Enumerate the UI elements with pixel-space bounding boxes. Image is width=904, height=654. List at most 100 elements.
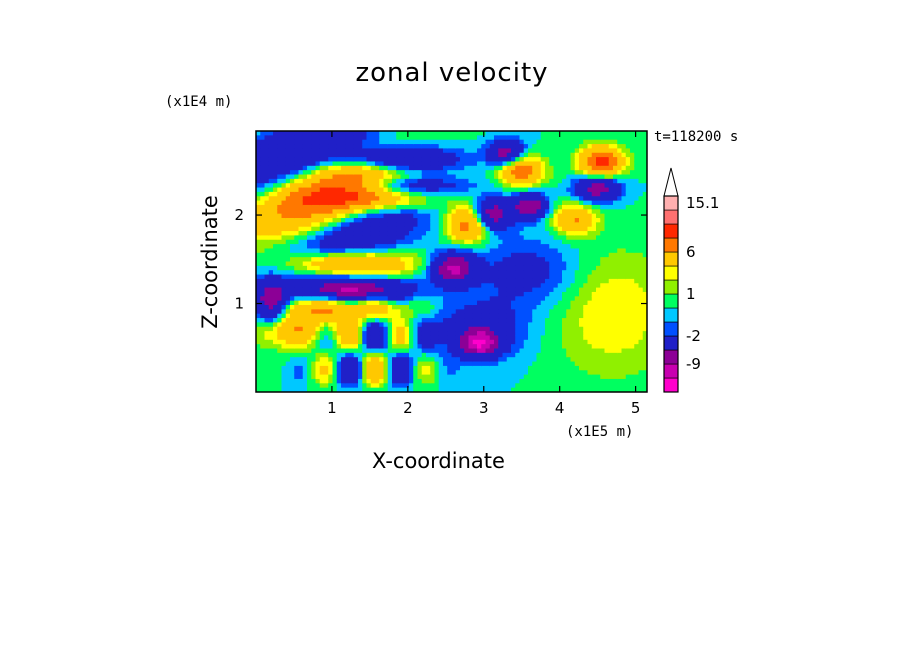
field-cell [464,322,470,328]
field-cell [341,344,346,350]
field-cell [485,248,491,254]
field-cell [264,357,270,363]
field-cell [545,378,550,384]
field-cell [472,152,478,158]
field-cell [596,157,601,163]
field-cell [311,344,317,350]
field-cell [307,248,312,254]
field-cell [451,170,457,176]
field-cell [383,222,389,228]
field-cell [570,331,576,337]
field-cell [417,144,423,149]
field-cell [574,157,580,163]
field-cell [498,378,504,384]
field-cell [464,261,470,267]
field-cell [579,239,584,245]
field-cell [370,370,376,376]
field-cell [413,252,419,258]
field-cell [341,313,346,319]
field-cell [290,235,295,241]
field-cell [281,204,287,210]
field-cell [464,257,470,263]
field-cell [604,196,610,202]
field-cell [434,383,440,389]
field-cell [319,278,325,284]
field-cell [451,322,457,328]
field-cell [494,131,499,136]
field-cell [485,331,491,337]
field-cell [273,170,278,176]
field-cell [311,257,317,263]
field-cell [370,257,376,263]
field-cell [511,157,516,163]
field-cell [447,374,453,380]
field-cell [434,170,440,176]
field-cell [468,383,474,389]
field-cell [404,283,410,289]
field-cell [502,183,508,189]
field-cell [345,383,351,389]
field-cell [604,365,610,371]
field-cell [604,305,610,310]
field-cell [485,296,491,302]
field-cell [574,218,580,223]
field-cell [277,204,283,210]
field-cell [540,287,546,293]
field-cell [324,139,329,145]
field-cell [579,139,584,145]
field-cell [260,344,266,350]
field-cell [430,257,436,263]
field-cell [460,183,465,189]
field-cell [460,370,465,376]
field-cell [430,239,436,245]
field-cell [328,178,334,184]
field-cell [434,348,440,354]
field-cell [494,274,499,280]
field-cell [375,152,380,158]
field-cell [290,265,295,271]
field-cell [324,287,329,293]
field-cell [460,361,465,367]
field-cell [311,218,317,223]
field-cell [328,257,334,263]
field-cell [349,239,355,245]
field-cell [396,361,402,367]
field-cell [383,161,389,167]
field-cell [409,204,414,210]
field-cell [523,252,529,258]
field-cell [596,331,601,337]
field-cell [464,335,470,341]
field-cell [307,352,312,358]
field-cell [591,183,597,189]
field-cell [336,135,342,141]
field-cell [375,387,380,392]
field-cell [532,204,538,210]
field-cell [472,339,478,345]
field-cell [536,191,542,197]
field-cell [281,335,287,341]
field-cell [264,274,270,280]
field-cell [600,152,606,158]
field-cell [596,387,601,392]
field-cell [536,309,542,315]
field-cell [341,322,346,328]
field-cell [545,335,550,341]
field-cell [549,370,555,376]
field-cell [451,313,457,319]
field-cell [562,187,567,193]
field-cell [549,274,555,280]
field-cell [591,383,597,389]
field-cell [545,365,550,371]
field-cell [515,274,521,280]
field-cell [438,209,444,215]
field-cell [341,231,346,236]
field-cell [426,248,431,254]
field-cell [562,374,567,380]
field-cell [477,152,482,158]
field-cell [379,235,385,241]
field-cell [324,239,329,245]
field-cell [268,131,274,136]
field-cell [268,213,274,219]
field-cell [498,209,504,215]
field-cell [523,131,529,136]
